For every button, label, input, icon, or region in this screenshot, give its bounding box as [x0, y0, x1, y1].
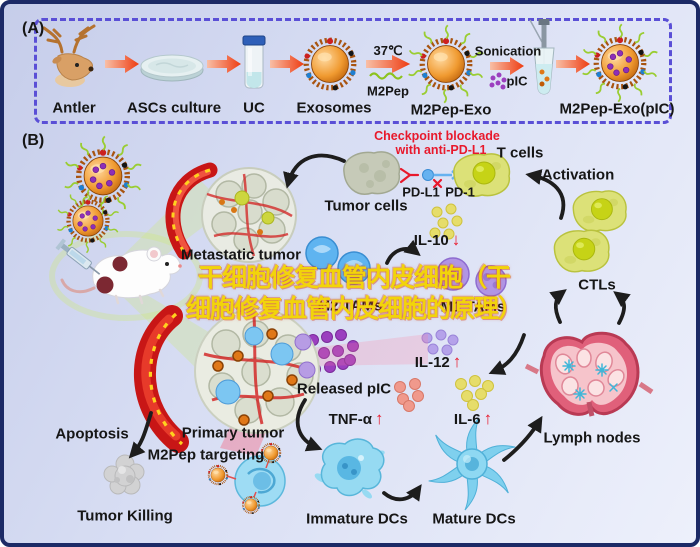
ctl-cell-1 — [572, 190, 627, 232]
exosome-illustration — [304, 38, 355, 90]
arrow-lymph-to-ctls-1 — [549, 289, 567, 324]
sonication-tube-illustration — [529, 19, 555, 95]
m2pep-exo-pic-illustration — [583, 24, 658, 101]
il10-dots — [429, 203, 463, 240]
step-label-uc: UC — [243, 99, 265, 117]
checkpoint-blockade-line2: with anti-PD-L1 — [395, 143, 487, 157]
t-cells-label: T cells — [496, 144, 544, 162]
step-label-ascs-culture: ASCs culture — [126, 99, 222, 117]
arrow-apoptosis — [128, 411, 153, 459]
pd-l1-label: PD-L1 — [402, 184, 440, 200]
il12-label: IL-12 ↑ — [415, 352, 462, 372]
step-label-m2pep-exo-pic: M2Pep-Exo(pIC) — [559, 100, 675, 118]
flow-arrow-1 — [105, 55, 139, 73]
m2pep-label: M2Pep — [367, 83, 409, 99]
arrow-activation — [525, 169, 566, 220]
flow-arrows-black — [128, 153, 631, 502]
pic-dots-icon — [489, 72, 507, 90]
dying-cell-illustration — [103, 454, 145, 495]
pic-label: pIC — [506, 73, 528, 89]
arrow-immature-to-mature — [382, 484, 422, 502]
panel-b-label: (B) — [22, 132, 45, 149]
m1-tams-label: M1 TAMs — [440, 298, 506, 316]
m2-tams-label: M2 TAMs — [317, 297, 383, 315]
arrow-m2-to-m1 — [385, 239, 421, 265]
il10-down-arrow-icon: ↓ — [451, 230, 461, 249]
flow-arrow-3 — [270, 55, 304, 73]
mature-dcs-label: Mature DCs — [432, 510, 516, 528]
tnfa-label: TNF-α ↑ — [329, 409, 384, 429]
arrow-maturedc-to-lymph — [502, 415, 543, 462]
il6-dots — [455, 375, 494, 411]
tnfa-up-arrow-icon: ↑ — [374, 409, 384, 428]
il6-up-arrow-icon: ↑ — [483, 409, 493, 428]
watermark-line2: 细胞修复血管内皮细胞的原理） — [185, 295, 523, 323]
tumor-killing-label: Tumor Killing — [77, 507, 173, 525]
ctls-label: CTLs — [578, 276, 616, 294]
flow-arrow-2 — [207, 55, 241, 73]
m2pep-targeting-cell — [226, 455, 286, 507]
il12-text: IL-12 — [414, 354, 450, 371]
arrow-tumorcells-to-metastatic — [283, 153, 346, 189]
primary-tumor-illustration — [133, 305, 320, 453]
step-label-exosomes: Exosomes — [296, 99, 372, 117]
petri-dish-illustration — [140, 54, 204, 82]
tnfa-dots — [394, 378, 424, 412]
deer-icon — [42, 24, 96, 87]
panel-a-box — [34, 18, 672, 124]
lymph-nodes-label: Lymph nodes — [543, 429, 641, 447]
step-label-m2pep-exo: M2Pep-Exo — [410, 101, 492, 119]
mouse-illustration — [60, 246, 182, 305]
m1-tam-cells — [436, 257, 507, 297]
m2pep-targeting-label: M2Pep targeting — [147, 446, 265, 464]
il12-dots — [421, 329, 459, 356]
arrow-m1-down — [488, 333, 526, 375]
m2pep-squiggle-icon — [369, 72, 403, 80]
flow-arrow-6 — [556, 55, 590, 73]
m2-tam-cells — [305, 236, 371, 285]
released-pic-label: Released pIC — [296, 380, 392, 398]
immature-dcs-label: Immature DCs — [306, 510, 408, 528]
il6-text: IL-6 — [453, 411, 481, 428]
step-label-antler: Antler — [52, 99, 96, 117]
il6-label: IL-6 ↑ — [454, 409, 492, 429]
tnfa-text: TNF-α — [328, 411, 372, 428]
primary-tumor-label: Primary tumor — [181, 424, 285, 442]
watermark-line1: 干细胞修复血管内皮细胞（干 — [197, 264, 511, 292]
activation-label: Activation — [541, 166, 615, 184]
glow-ring — [49, 231, 203, 321]
uc-tube-illustration — [242, 35, 266, 89]
arrow-lymph-to-ctls-2 — [613, 291, 631, 325]
metastatic-tumor-label: Metastatic tumor — [180, 246, 302, 264]
temperature-label: 37℃ — [373, 43, 403, 58]
mature-dc-illustration — [428, 417, 516, 511]
targeting-exosome-2 — [207, 463, 229, 487]
il10-text: IL-10 — [413, 232, 449, 249]
tumor-cells-label: Tumor cells — [324, 197, 408, 215]
syringe-icon — [55, 238, 101, 275]
release-beam — [310, 334, 428, 366]
flow-arrow-5 — [490, 57, 524, 75]
sonication-label: Sonication — [474, 43, 542, 59]
arrow-pic-to-immature-dc — [295, 398, 323, 452]
pd-1-label: PD-1 — [445, 184, 475, 200]
panel-a-label: (A) — [22, 20, 45, 37]
il10-label: IL-10 ↓ — [414, 230, 461, 250]
m2pep-exo-illustration — [409, 25, 484, 102]
metastatic-tumor-illustration — [165, 162, 297, 263]
apoptosis-label: Apoptosis — [55, 425, 129, 443]
ctl-cell-2 — [553, 229, 610, 273]
il12-up-arrow-icon: ↑ — [452, 352, 462, 371]
immature-dc-illustration — [314, 438, 385, 499]
figure-illustration — [42, 19, 700, 515]
pd-l1-antibody-icon — [399, 167, 420, 184]
checkpoint-blockade-line1: Checkpoint blockade — [374, 129, 500, 143]
tumor-cell-illustration — [343, 151, 401, 195]
lymph-nodes-illustration — [524, 331, 654, 417]
